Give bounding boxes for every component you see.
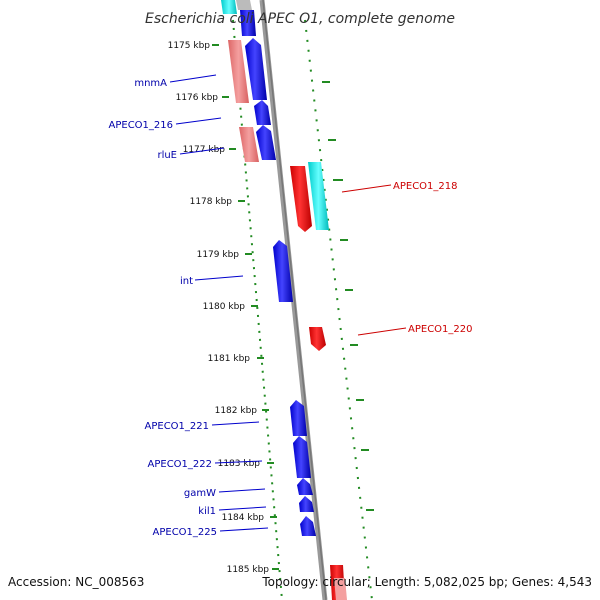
gc-bumps xyxy=(322,81,374,511)
gene-leader-lines-right xyxy=(341,184,407,336)
tick-label-1178: 1178 kbp xyxy=(190,197,233,207)
feature-APECO1_218-cyan xyxy=(308,162,329,230)
feature-APECO1_225 xyxy=(300,516,316,536)
feature-APECO1_218-red xyxy=(290,166,312,232)
feature-top-blue xyxy=(240,10,256,36)
feature-top-cyan xyxy=(221,0,252,14)
tick-labels: 1175 kbp 1176 kbp 1177 kbp 1178 kbp 1179… xyxy=(168,41,270,575)
gene-label-int[interactable]: int xyxy=(180,276,193,287)
topology-text: Topology: circular; Length: 5,082,025 bp… xyxy=(261,575,592,589)
feature-APECO1_220 xyxy=(309,327,326,351)
gene-label-APECO1_220[interactable]: APECO1_220 xyxy=(408,324,473,335)
gene-label-kil1[interactable]: kil1 xyxy=(198,506,216,517)
tick-label-1182: 1182 kbp xyxy=(215,406,258,416)
tick-label-1181: 1181 kbp xyxy=(208,354,251,364)
gene-label-APECO1_216[interactable]: APECO1_216 xyxy=(109,120,174,131)
genome-backbone xyxy=(259,0,328,600)
map-title: Escherichia coli APEC O1, complete genom… xyxy=(145,11,455,27)
gene-label-gamW[interactable]: gamW xyxy=(184,488,216,499)
tick-label-1179: 1179 kbp xyxy=(197,250,240,260)
feature-gamW xyxy=(297,478,313,495)
feature-kil1 xyxy=(299,496,314,512)
tick-marks xyxy=(212,44,279,570)
gene-label-APECO1_218[interactable]: APECO1_218 xyxy=(393,181,458,192)
gene-label-rluE[interactable]: rluE xyxy=(157,150,177,161)
tick-label-1180: 1180 kbp xyxy=(203,302,246,312)
tick-label-1175: 1175 kbp xyxy=(168,41,211,51)
feature-APECO1_216 xyxy=(254,100,271,125)
genome-backbone-shade xyxy=(262,0,327,600)
gc-track-right xyxy=(304,19,373,600)
feature-mnmA-rna xyxy=(228,40,249,103)
feature-int xyxy=(273,240,293,302)
gene-leader-lines-left xyxy=(169,74,269,532)
gene-label-APECO1_221[interactable]: APECO1_221 xyxy=(145,421,210,432)
tick-label-1177: 1177 kbp xyxy=(183,145,226,155)
feature-APECO1_222 xyxy=(293,436,311,478)
feature-mnmA xyxy=(245,38,267,100)
tick-label-1184: 1184 kbp xyxy=(222,513,265,523)
gene-label-APECO1_225[interactable]: APECO1_225 xyxy=(153,527,218,538)
accession-text: Accession: NC_008563 xyxy=(8,575,144,589)
tick-label-1185: 1185 kbp xyxy=(227,565,270,575)
gene-label-mnmA[interactable]: mnmA xyxy=(134,78,167,89)
feature-rluE-rna xyxy=(239,127,259,162)
tick-label-1183: 1183 kbp xyxy=(218,459,261,469)
tick-label-1176: 1176 kbp xyxy=(176,93,219,103)
feature-rluE xyxy=(256,125,276,160)
feature-APECO1_221 xyxy=(290,400,307,436)
feature-bottom-pink xyxy=(334,578,347,600)
gc-track-left xyxy=(232,19,283,600)
gene-label-APECO1_222[interactable]: APECO1_222 xyxy=(148,459,213,470)
